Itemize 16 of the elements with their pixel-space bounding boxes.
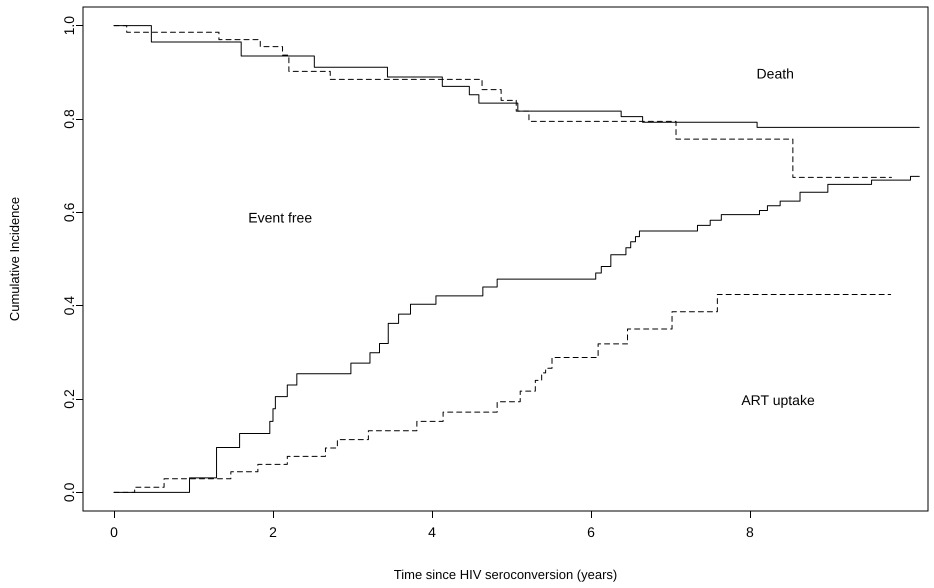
annotation: ART uptake — [741, 392, 815, 408]
x-tick-label: 2 — [269, 524, 278, 540]
y-tick-label: 0.6 — [61, 202, 77, 222]
x-tick-label: 6 — [587, 524, 596, 540]
x-tick-label: 8 — [746, 524, 754, 540]
y-tick-label: 1.0 — [61, 16, 77, 36]
annotation: Event free — [248, 210, 312, 226]
y-tick-label: 0.4 — [61, 296, 77, 316]
annotation: Death — [756, 66, 794, 82]
y-axis-title: Cumulative Incidence — [7, 196, 22, 322]
x-tick-label: 4 — [428, 524, 436, 540]
x-axis-title: Time since HIV seroconversion (years) — [394, 567, 618, 582]
y-tick-label: 0.2 — [61, 389, 77, 409]
y-tick-label: 0.8 — [61, 109, 77, 129]
y-tick-label: 0.0 — [61, 482, 77, 502]
x-tick-label: 0 — [110, 524, 118, 540]
